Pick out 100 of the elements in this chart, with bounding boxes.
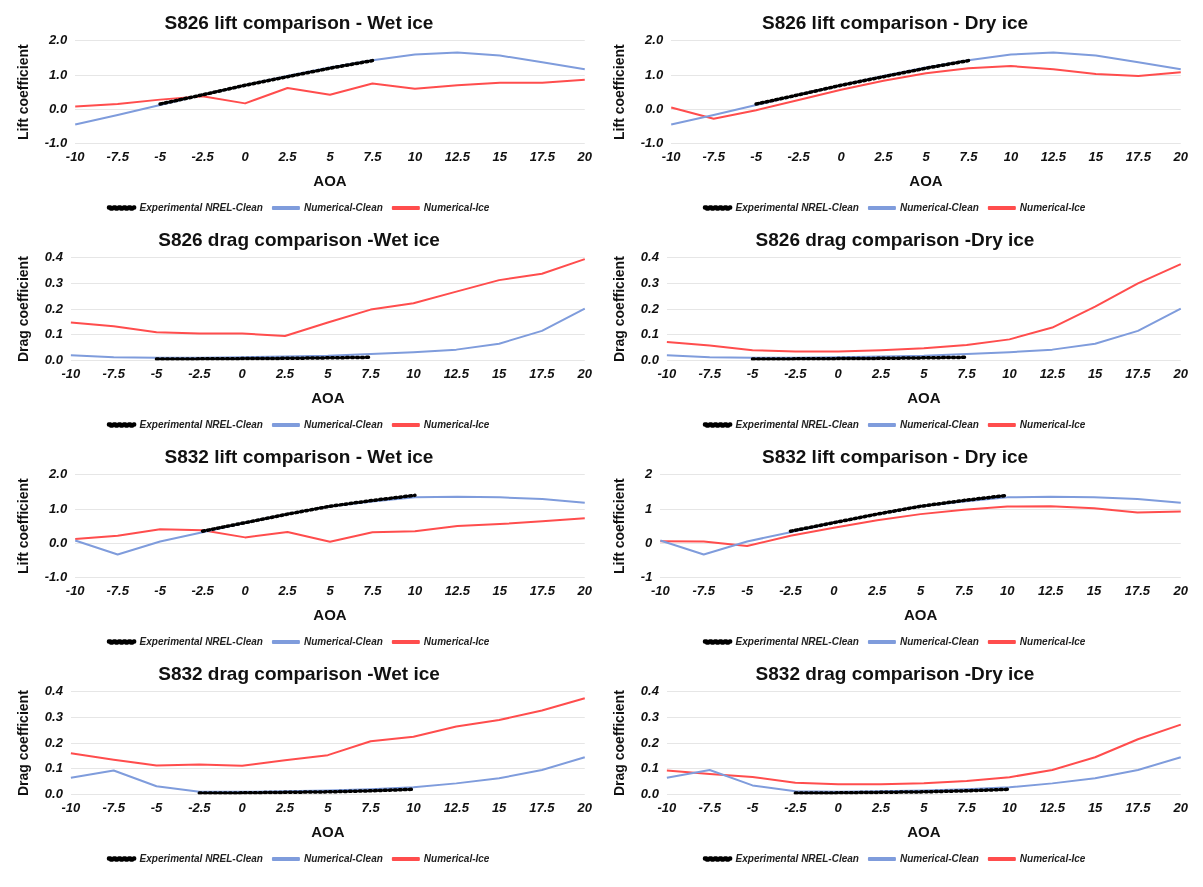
x-tick-label: 2.5 — [873, 148, 894, 164]
x-tick-label: 12.5 — [444, 582, 471, 598]
x-tick-label: 7.5 — [959, 148, 979, 164]
y-tick-label: 0.0 — [44, 785, 64, 801]
x-tick-label: 7.5 — [363, 148, 383, 164]
x-tick-label: 20 — [1172, 148, 1189, 164]
y-tick-label: -1.0 — [44, 134, 68, 150]
y-axis-title: Drag coefficient — [15, 255, 32, 363]
x-axis-title: AOA — [313, 606, 347, 624]
y-tick-label: 1 — [645, 500, 653, 516]
y-tick-label: -1.0 — [44, 568, 68, 584]
x-tick-label: -2.5 — [188, 799, 212, 815]
x-tick-label: 15 — [1087, 799, 1104, 815]
x-tick-label: 20 — [576, 799, 593, 815]
x-tick-label: 2.5 — [870, 799, 891, 815]
chart-title: S832 lift comparison - Wet ice — [164, 445, 434, 467]
y-tick-label: 0.0 — [49, 100, 68, 116]
legend-label: Numerical-Clean — [303, 418, 383, 430]
legend-label: Experimental NREL-Clean — [735, 201, 859, 213]
x-tick-label: 20 — [1172, 582, 1189, 598]
x-axis-title: AOA — [907, 389, 941, 407]
y-tick-label: 0.1 — [44, 326, 63, 342]
y-tick-label: 2.0 — [644, 32, 664, 48]
x-tick-label: 15 — [1088, 148, 1104, 164]
chart-title: S832 drag comparison -Wet ice — [158, 662, 440, 684]
x-tick-label: 5 — [920, 799, 929, 815]
x-tick-label: 10 — [1000, 582, 1016, 598]
chart-title: S832 drag comparison -Dry ice — [755, 662, 1035, 684]
y-tick-label: 0.2 — [44, 734, 64, 750]
y-axis-title: Lift coefficient — [15, 477, 32, 574]
legend-label: Numerical-Clean — [899, 418, 979, 430]
x-tick-label: -5 — [746, 365, 760, 381]
x-tick-label: 2.5 — [274, 365, 295, 381]
y-axis-title: Drag coefficient — [611, 689, 628, 797]
x-tick-label: -7.5 — [698, 799, 722, 815]
x-tick-label: 10 — [1002, 365, 1018, 381]
legend-label: Experimental NREL-Clean — [735, 635, 859, 647]
x-tick-label: -5 — [741, 582, 754, 598]
chart-title: S826 lift comparison - Wet ice — [164, 11, 434, 33]
y-tick-label: 2.0 — [48, 32, 68, 48]
y-axis-title: Lift coefficient — [15, 43, 32, 140]
legend-label: Numerical-Clean — [899, 852, 979, 864]
x-tick-label: 2.5 — [277, 582, 298, 598]
legend-label: Experimental NREL-Clean — [735, 418, 859, 430]
legend-label: Numerical-Clean — [899, 201, 979, 213]
x-tick-label: 0 — [837, 148, 846, 164]
x-tick-label: 12.5 — [1038, 582, 1065, 598]
x-tick-label: -2.5 — [188, 365, 212, 381]
y-axis-title: Drag coefficient — [15, 689, 32, 797]
y-tick-label: 0.3 — [44, 709, 64, 725]
x-tick-label: 12.5 — [1039, 799, 1066, 815]
y-tick-label: 2 — [644, 466, 654, 482]
x-tick-label: -10 — [61, 365, 82, 381]
x-tick-label: 0 — [238, 799, 247, 815]
x-tick-label: 10 — [407, 582, 423, 598]
x-tick-label: -10 — [657, 365, 678, 381]
x-tick-label: -7.5 — [698, 365, 722, 381]
y-tick-label: 0.2 — [44, 300, 64, 316]
line-series — [200, 493, 417, 533]
legend-label: Numerical-Ice — [423, 418, 490, 430]
x-tick-label: -10 — [61, 799, 82, 815]
y-tick-label: 0.3 — [640, 709, 660, 725]
legend-label: Numerical-Ice — [423, 201, 490, 213]
x-tick-label: 7.5 — [361, 365, 381, 381]
x-tick-label: 15 — [491, 799, 508, 815]
x-axis-title: AOA — [313, 172, 347, 190]
x-tick-label: -7.5 — [692, 582, 716, 598]
x-tick-label: 20 — [576, 148, 593, 164]
x-tick-label: 15 — [492, 148, 508, 164]
x-tick-label: 17.5 — [1125, 365, 1152, 381]
legend-label: Numerical-Ice — [423, 852, 490, 864]
x-axis-title: AOA — [311, 823, 345, 841]
y-axis-title: Lift coefficient — [611, 477, 628, 574]
y-tick-label: 0.2 — [640, 734, 660, 750]
x-tick-label: 10 — [406, 365, 422, 381]
legend-label: Numerical-Ice — [1019, 852, 1086, 864]
x-tick-label: 5 — [324, 365, 333, 381]
x-tick-label: 20 — [1172, 799, 1189, 815]
x-tick-label: 0 — [834, 799, 843, 815]
y-tick-label: 0.0 — [44, 351, 64, 367]
x-tick-label: -5 — [150, 799, 164, 815]
x-tick-label: 10 — [1002, 799, 1018, 815]
x-tick-label: -5 — [150, 365, 164, 381]
y-tick-label: -1.0 — [640, 134, 664, 150]
x-tick-label: 12.5 — [443, 799, 470, 815]
x-tick-label: -10 — [65, 148, 86, 164]
legend-label: Numerical-Clean — [899, 635, 979, 647]
x-tick-label: -2.5 — [784, 799, 808, 815]
y-tick-label: -1 — [640, 568, 653, 584]
x-tick-label: 17.5 — [529, 365, 556, 381]
legend-label: Numerical-Ice — [423, 635, 490, 647]
x-tick-label: 12.5 — [1039, 365, 1066, 381]
x-tick-label: 7.5 — [363, 582, 383, 598]
legend-label: Numerical-Clean — [303, 852, 383, 864]
x-tick-label: -2.5 — [191, 582, 215, 598]
x-tick-label: -5 — [154, 582, 167, 598]
legend-label: Experimental NREL-Clean — [139, 635, 263, 647]
x-tick-label: 17.5 — [529, 799, 556, 815]
y-tick-label: 0.4 — [44, 683, 64, 699]
legend-label: Numerical-Ice — [1019, 201, 1086, 213]
